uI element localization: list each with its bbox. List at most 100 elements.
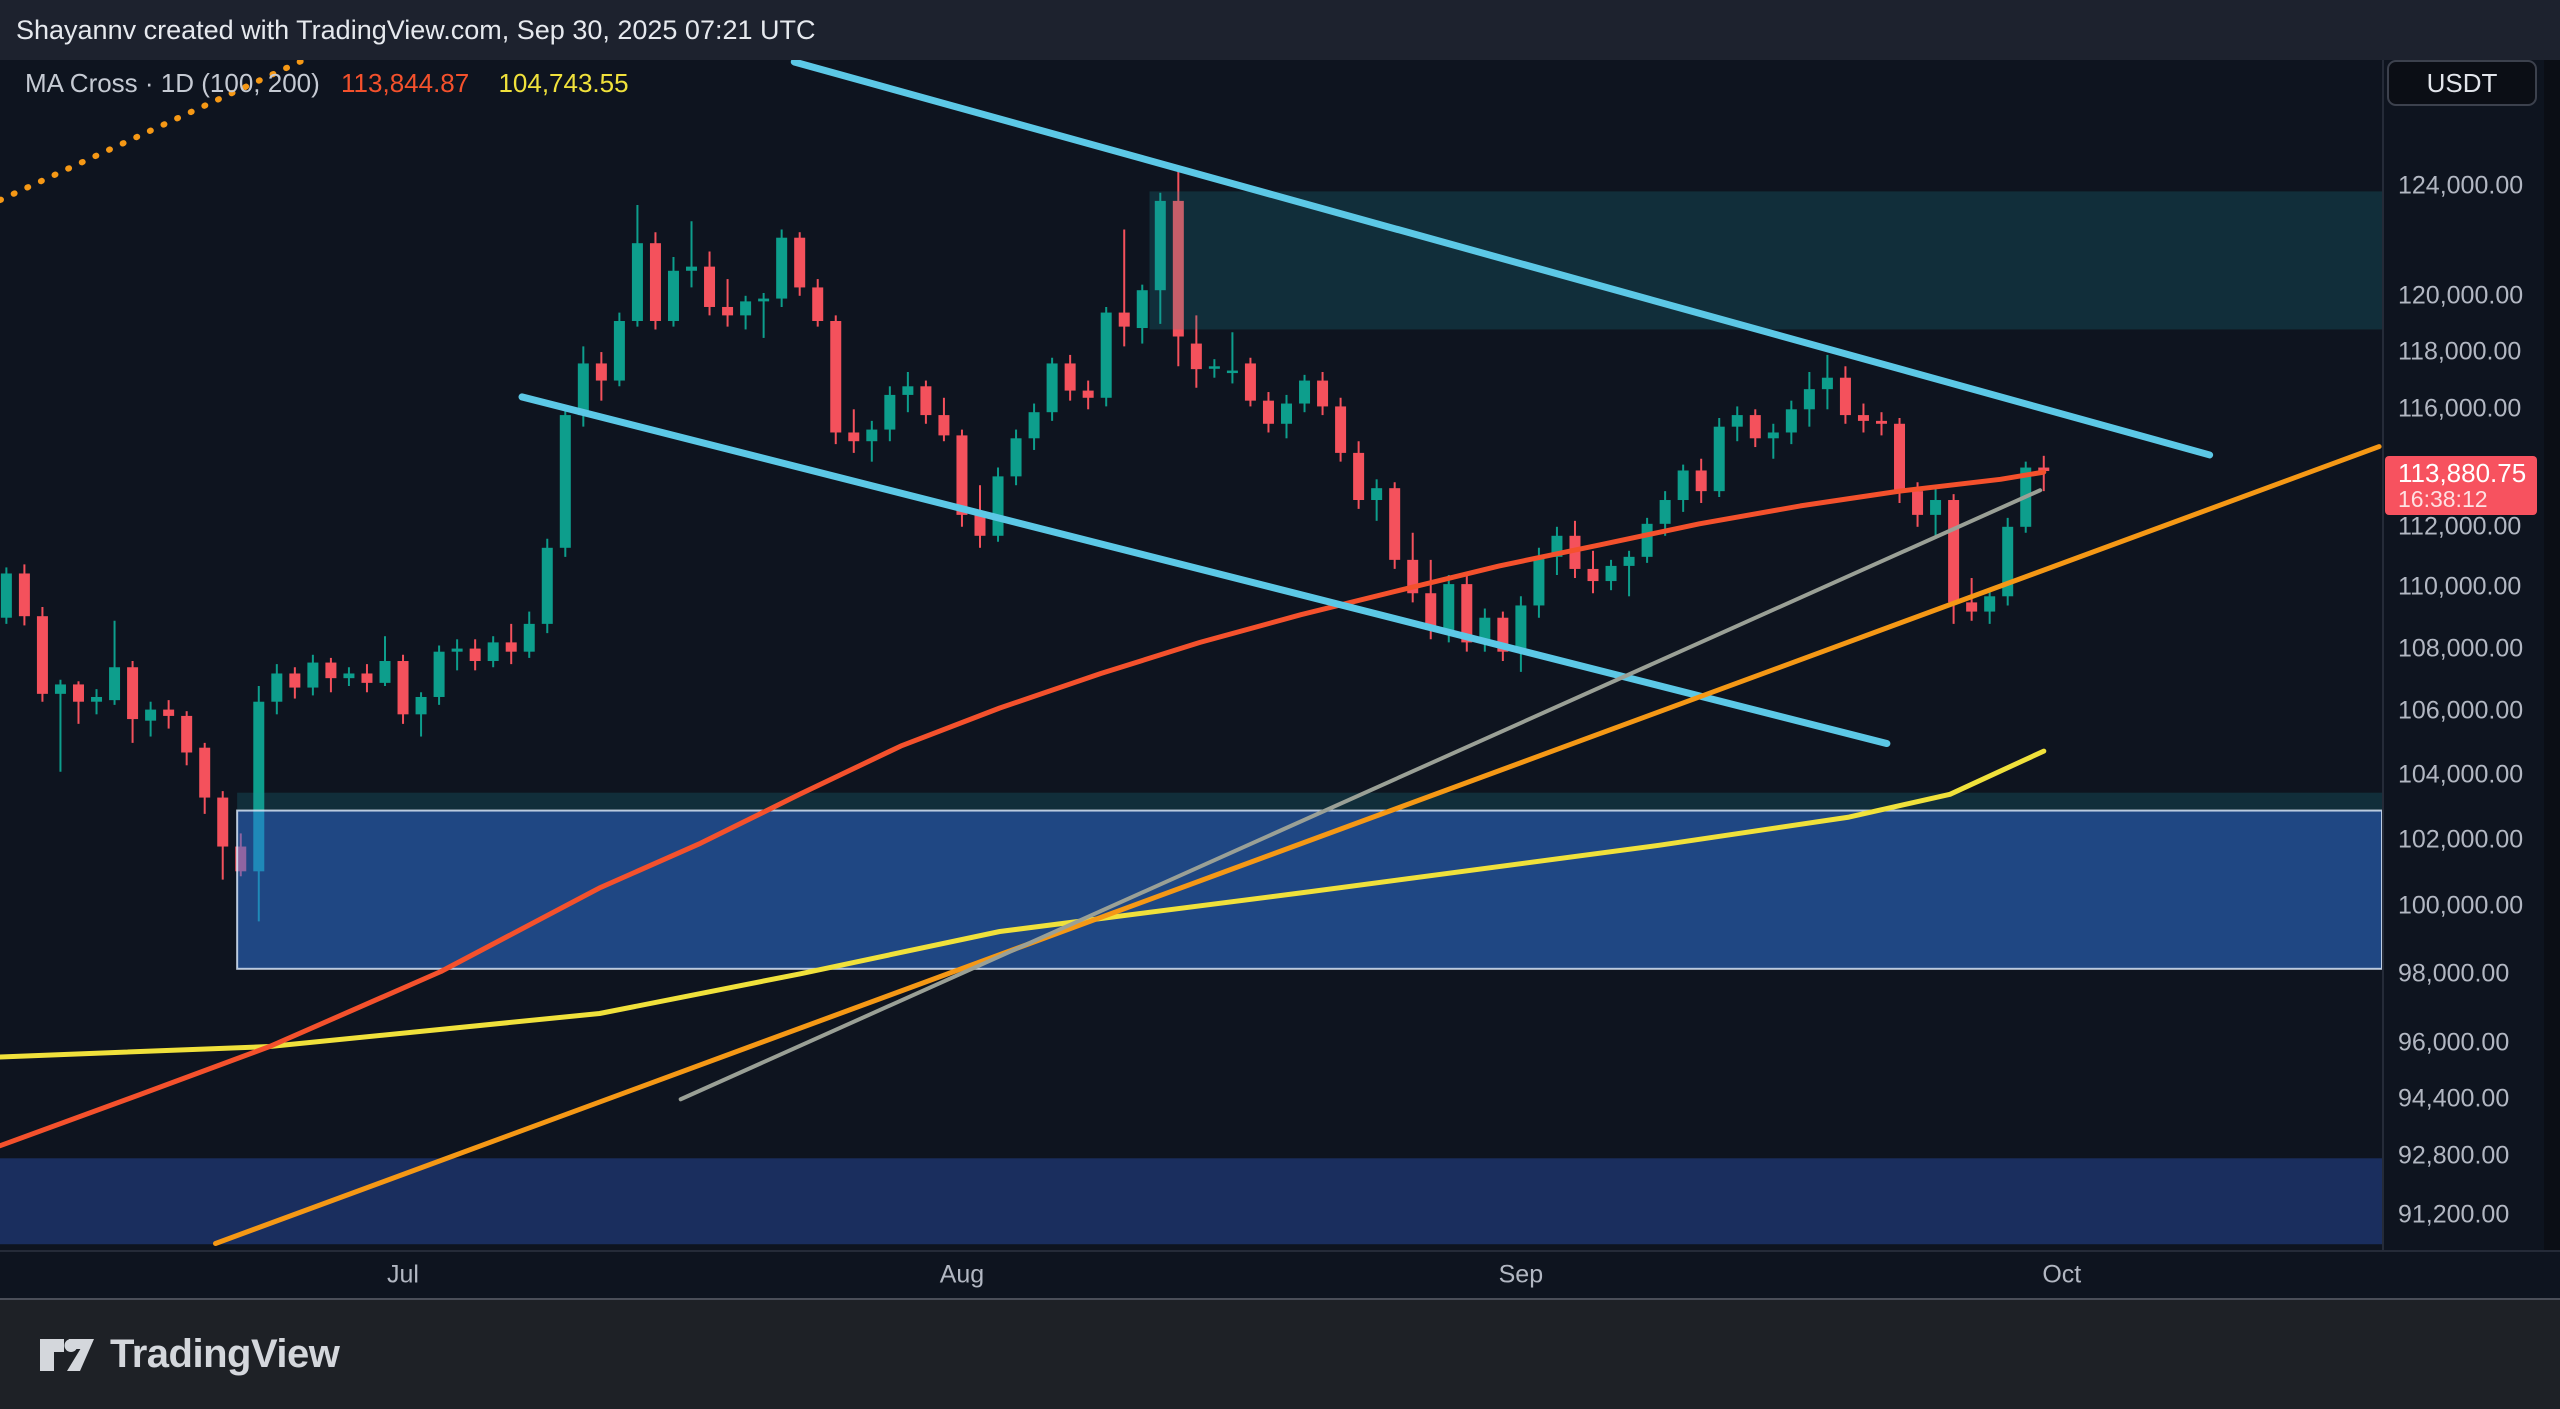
candle-body xyxy=(1821,377,1833,390)
indicator-title[interactable]: MA Cross · 1D (100, 200) xyxy=(25,68,320,98)
candle-body xyxy=(415,696,427,715)
price-axis-label: 112,000.00 xyxy=(2398,512,2522,541)
candle-body xyxy=(1208,366,1220,369)
chart-pane[interactable] xyxy=(0,60,2382,1250)
candle-body xyxy=(1154,200,1166,291)
candle-body xyxy=(722,306,734,316)
time-axis-label: Sep xyxy=(1498,1260,1544,1289)
candle-body xyxy=(325,662,337,679)
candle-body xyxy=(848,432,860,442)
indicator-legend[interactable]: MA Cross · 1D (100, 200) 113,844.87 104,… xyxy=(25,68,629,99)
candle-body xyxy=(1677,470,1689,501)
candle-body xyxy=(541,547,553,624)
candle-body xyxy=(1461,584,1473,643)
ma-slow-value: 104,743.55 xyxy=(498,68,629,98)
tradingview-logo-icon[interactable] xyxy=(38,1337,96,1373)
candle-body xyxy=(361,673,373,683)
dotted-long-term-line xyxy=(0,60,309,204)
candle-body xyxy=(866,429,878,442)
candle-body xyxy=(451,648,463,652)
candle-body xyxy=(54,684,66,694)
candle-body xyxy=(18,573,30,617)
tradingview-wordmark[interactable]: TradingView xyxy=(110,1332,340,1376)
price-chart[interactable] xyxy=(0,60,2382,1250)
candle-body xyxy=(577,363,589,416)
candle-body xyxy=(1749,415,1761,439)
candle-body xyxy=(812,287,824,322)
quote-currency-button[interactable]: USDT xyxy=(2387,60,2537,106)
candle-body xyxy=(938,415,950,436)
candle-body xyxy=(1966,602,1978,612)
upper-channel-line xyxy=(790,60,2214,459)
price-axis[interactable]: 124,000.00 120,000.00 118,000.00 116,000.00… xyxy=(2382,60,2560,1250)
candle-body xyxy=(2038,467,2050,472)
price-axis-label: 110,000.00 xyxy=(2398,572,2522,601)
time-axis[interactable]: Jul Aug Sep Oct xyxy=(0,1250,2560,1298)
price-axis-label: 104,000.00 xyxy=(2398,760,2524,789)
candle-body xyxy=(1515,605,1527,652)
candle-body xyxy=(271,673,283,702)
candle-body xyxy=(127,667,139,720)
candle-body xyxy=(1335,406,1347,453)
candle-body xyxy=(487,642,499,662)
candle-body xyxy=(163,709,175,716)
price-axis-label: 91,200.00 xyxy=(2398,1200,2510,1229)
candle-body xyxy=(1082,390,1094,398)
candle-body xyxy=(36,616,48,694)
candle-body xyxy=(1353,452,1365,501)
candle-body xyxy=(1551,535,1563,557)
candle-body xyxy=(91,696,103,702)
candle-body xyxy=(1839,377,1851,416)
candle-body xyxy=(1100,312,1112,398)
candle-body xyxy=(1317,380,1329,407)
candle-body xyxy=(1533,556,1545,606)
candle-body xyxy=(1172,200,1184,337)
candle-body xyxy=(379,661,391,683)
candle-body xyxy=(1587,568,1599,582)
candle-body xyxy=(307,662,319,688)
candle-body xyxy=(343,673,355,679)
candle-body xyxy=(704,266,716,307)
candle-body xyxy=(1767,432,1779,439)
candle-body xyxy=(776,237,788,299)
ma-200-line xyxy=(0,748,2047,1060)
candle-body xyxy=(920,386,932,416)
candle-body xyxy=(1641,523,1653,557)
candle-body xyxy=(595,363,607,381)
lower-channel-line xyxy=(518,393,1891,748)
candle-body xyxy=(686,266,698,271)
candle-body xyxy=(559,415,571,548)
price-axis-label: 116,000.00 xyxy=(2398,394,2522,423)
time-axis-label: Oct xyxy=(2042,1260,2082,1289)
candle-body xyxy=(667,270,679,322)
candle-body xyxy=(433,651,445,697)
candle-body xyxy=(1118,312,1130,327)
secondary-ascending-line xyxy=(678,488,2043,1102)
price-axis-label: 106,000.00 xyxy=(2398,696,2524,725)
candle-body xyxy=(1912,491,1924,515)
candle-body xyxy=(1984,596,1996,612)
candle-body xyxy=(1785,409,1797,433)
price-axis-label: 94,400.00 xyxy=(2398,1084,2510,1113)
candle-body xyxy=(1299,380,1311,404)
candle-body xyxy=(974,514,986,536)
candle-body xyxy=(0,573,12,618)
deep-support-zone xyxy=(0,1158,2382,1245)
candle-body xyxy=(181,715,193,753)
candle-body xyxy=(109,667,121,701)
candle-body xyxy=(1281,403,1292,424)
ma-fast-value: 113,844.87 xyxy=(341,68,470,98)
candle-body xyxy=(253,701,265,872)
candle-body xyxy=(1731,415,1743,427)
price-axis-label: 108,000.00 xyxy=(2398,634,2524,663)
time-axis-label: Jul xyxy=(387,1260,419,1289)
candle-body xyxy=(1190,343,1202,370)
ascending-support-line xyxy=(213,444,2382,1246)
bar-countdown: 16:38:12 xyxy=(2398,486,2488,513)
candle-body xyxy=(956,435,968,515)
candle-body xyxy=(469,648,481,662)
price-axis-label: 92,800.00 xyxy=(2398,1141,2510,1170)
candle-body xyxy=(289,673,301,688)
candle-body xyxy=(217,797,229,847)
